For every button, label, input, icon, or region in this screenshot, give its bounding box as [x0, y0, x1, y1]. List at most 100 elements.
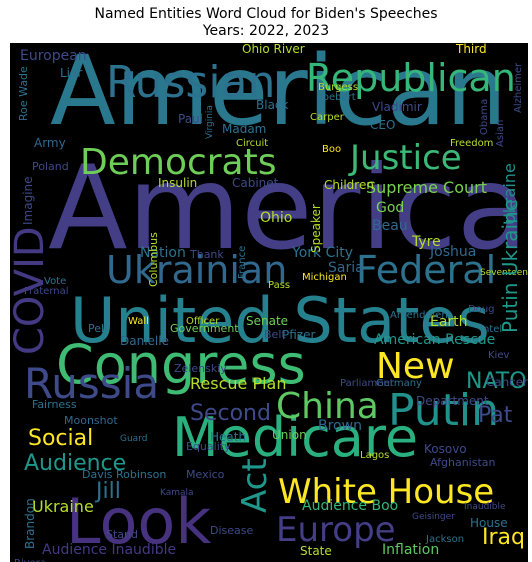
word-michigan: Michigan	[302, 272, 347, 283]
word-heath: Heath	[210, 430, 247, 444]
word-beau: Beau	[372, 218, 408, 234]
word-carper: Carper	[310, 112, 344, 123]
word-alzheimer: Alzheimer	[513, 62, 524, 113]
word-second: Second	[190, 401, 271, 426]
word-black: Black	[256, 98, 289, 112]
word-asian: Asian	[495, 119, 506, 147]
word-nato: NATO	[466, 369, 527, 394]
word-vote: Vote	[44, 276, 67, 287]
word-cloud: American America United States Congress Medi…	[10, 43, 528, 562]
word-brandon: Brandon	[23, 498, 37, 549]
word-medicare: Medicare	[172, 406, 419, 469]
word-iraq: Iraq	[482, 525, 525, 550]
word-burgess: Burgess	[318, 82, 359, 93]
word-stand: Stand	[106, 528, 138, 541]
word-god: God	[376, 200, 405, 216]
word-jill: Jill	[96, 479, 121, 504]
word-saria: Saria	[328, 260, 364, 276]
word-third: Third	[456, 43, 487, 56]
word-republican: Republican	[306, 56, 516, 100]
word-europe: Europe	[276, 510, 396, 550]
word-tyre: Tyre	[412, 234, 441, 250]
word-audience: Audience	[24, 451, 127, 476]
word-american-rescue: American Rescue	[374, 332, 496, 348]
word-inflation: Inflation	[382, 542, 440, 558]
word-fraternal: Fraternal	[24, 286, 69, 297]
word-nation: Nation	[140, 245, 186, 261]
word-zelenskiy: Zelenskiy	[174, 362, 227, 375]
word-american: American	[50, 43, 507, 147]
word-fairness: Fairness	[32, 398, 77, 411]
word-china: China	[276, 386, 379, 427]
word-boo: Boo	[322, 144, 342, 155]
chart-title: Named Entities Word Cloud for Biden's Sp…	[94, 6, 438, 22]
word-joshua: Joshua	[430, 244, 477, 260]
word-circuit: Circuit	[236, 138, 269, 149]
word-america: America	[48, 141, 528, 276]
word-guard: Guard	[120, 434, 148, 444]
word-thank: Thank	[190, 248, 224, 261]
word-doug: Doug	[468, 304, 495, 315]
chart-subtitle: Years: 2022, 2023	[202, 23, 330, 39]
word-covid: COVID	[10, 226, 53, 355]
word-belt: Belt	[264, 328, 286, 341]
word-amendment: Amendment	[390, 310, 452, 321]
word-intel: Intel	[480, 324, 503, 335]
word-pat: Pat	[478, 403, 513, 428]
word-danielle: Danielle	[120, 334, 169, 348]
word-liar: Liar	[60, 66, 83, 80]
word-imagine: Imagine	[21, 176, 35, 225]
word-army: Army	[34, 136, 66, 150]
word-supreme-court: Supreme Court	[366, 178, 487, 197]
word-ukraine: Ukraine	[32, 497, 94, 516]
word-inaudible: Inaudible	[464, 502, 506, 512]
word-united-states: United States	[70, 284, 490, 357]
word-state: State	[300, 544, 332, 558]
word-congress: Congress	[56, 333, 306, 396]
word-kiev: Kiev	[488, 350, 510, 361]
word-senate: Senate	[246, 314, 289, 328]
word-department: Department	[416, 394, 489, 408]
word-columbus: Columbus	[147, 232, 160, 287]
word-social: Social	[28, 426, 94, 451]
word-democrats: Democrats	[80, 142, 277, 183]
word-roe-wade: Roe Wade	[17, 66, 30, 121]
word-audience-boo: Audience Boo	[302, 498, 399, 514]
word-parliament: Parliament	[340, 378, 394, 389]
word-officer: Officer	[186, 316, 220, 327]
word-brown: Brown	[318, 418, 362, 434]
word-madam: Madam	[222, 122, 267, 136]
word-equality: Equality	[186, 440, 231, 453]
word-france: France	[237, 245, 248, 279]
word-children: Children	[324, 178, 374, 192]
word-afghanistan: Afghanistan	[430, 456, 496, 469]
word-house: House	[470, 516, 508, 530]
word-boebert: Boebert	[316, 92, 356, 103]
word-ohio: Ohio	[260, 210, 293, 226]
word-ukraine: Ukraine	[500, 163, 519, 225]
word-pfizer: Pfizer	[282, 328, 316, 342]
word-pell: Pell	[88, 322, 108, 335]
word-kosovo: Kosovo	[424, 442, 467, 456]
word-virginia: Virginia	[205, 105, 215, 139]
word-union: Union	[272, 428, 307, 442]
word-rivera: Rivera	[14, 559, 46, 562]
word-putin: Putin	[388, 385, 500, 436]
word-speaker: Speaker	[309, 204, 323, 253]
word-rescue-plan: Rescue Plan	[190, 374, 287, 393]
word-mexico: Mexico	[186, 468, 225, 481]
word-vladimir: Vladimir	[372, 100, 422, 114]
word-look: Look	[66, 485, 212, 558]
word-davis-robinson: Davis Robinson	[82, 468, 167, 481]
word-poland: Poland	[32, 160, 69, 173]
word-lagos: Lagos	[360, 450, 390, 461]
word-geisinger: Geisinger	[412, 512, 455, 522]
word-pass: Pass	[268, 280, 291, 291]
word-earth: Earth	[430, 314, 468, 330]
word-white-house: White House	[278, 472, 495, 512]
word-act: Act	[235, 458, 275, 513]
word-germany: Germany	[376, 378, 422, 389]
word-russia: Russia	[24, 359, 160, 408]
word-freedom: Freedom	[450, 138, 494, 149]
